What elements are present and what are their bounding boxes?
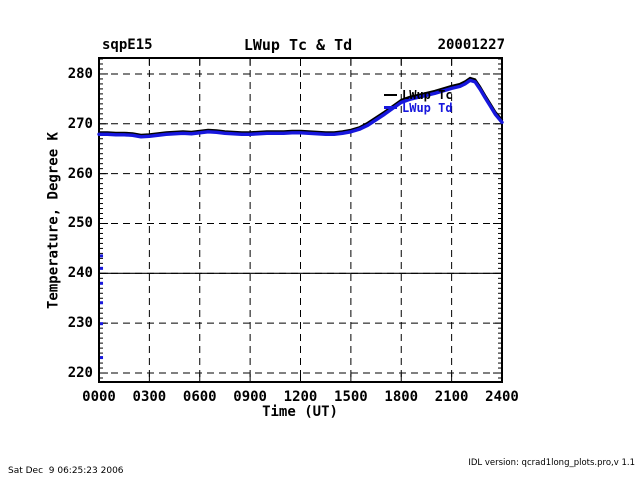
y-tick-label: 230 <box>67 315 93 332</box>
x-tick-label: 0300 <box>132 389 167 405</box>
tc-line-sample-icon <box>384 93 397 96</box>
y-tick-label: 240 <box>67 265 93 282</box>
y-tick-label: 280 <box>67 65 93 82</box>
y-tick-label: 270 <box>67 115 93 132</box>
x-tick-label: 0000 <box>82 389 116 405</box>
y-tick-label: 260 <box>67 165 93 182</box>
site-label: sqpE15 <box>102 37 153 53</box>
legend: LWup Tc LWup Td <box>384 87 453 115</box>
td-line-sample-icon <box>384 106 397 109</box>
x-tick-label: 2100 <box>434 389 469 405</box>
footer-left: Sat Dec 9 06:25:23 2006 Battelle Pacific… <box>8 446 317 480</box>
x-tick-label: 1200 <box>283 389 318 405</box>
date-label: 20001227 <box>437 37 505 53</box>
chart-title: LWup Tc & Td <box>243 36 353 54</box>
x-axis-title: Time (UT) <box>262 404 338 420</box>
legend-label-td: LWup Td <box>402 100 453 115</box>
x-tick-label: 0600 <box>182 389 217 405</box>
footer-right: IDL version: qcrad1long_plots.pro,v 1.1 … <box>407 441 635 480</box>
y-axis-title: Temperature, Degree K <box>45 132 62 310</box>
y-tick-label: 250 <box>67 215 93 232</box>
legend-item-tc: LWup Tc <box>384 87 453 102</box>
y-tick-label: 220 <box>67 365 93 382</box>
legend-item-td: LWup Td <box>384 100 453 115</box>
x-tick-label: 1800 <box>384 389 419 405</box>
x-tick-label: 1500 <box>334 389 368 405</box>
legend-label-tc: LWup Tc <box>402 87 453 102</box>
idl-version-label: IDL version: qcrad1long_plots.pro,v 1.1 <box>468 457 635 468</box>
x-tick-label: 0900 <box>233 389 267 405</box>
x-tick-label: 2400 <box>485 389 519 405</box>
generated-timestamp: Sat Dec 9 06:25:23 2006 <box>8 466 124 476</box>
